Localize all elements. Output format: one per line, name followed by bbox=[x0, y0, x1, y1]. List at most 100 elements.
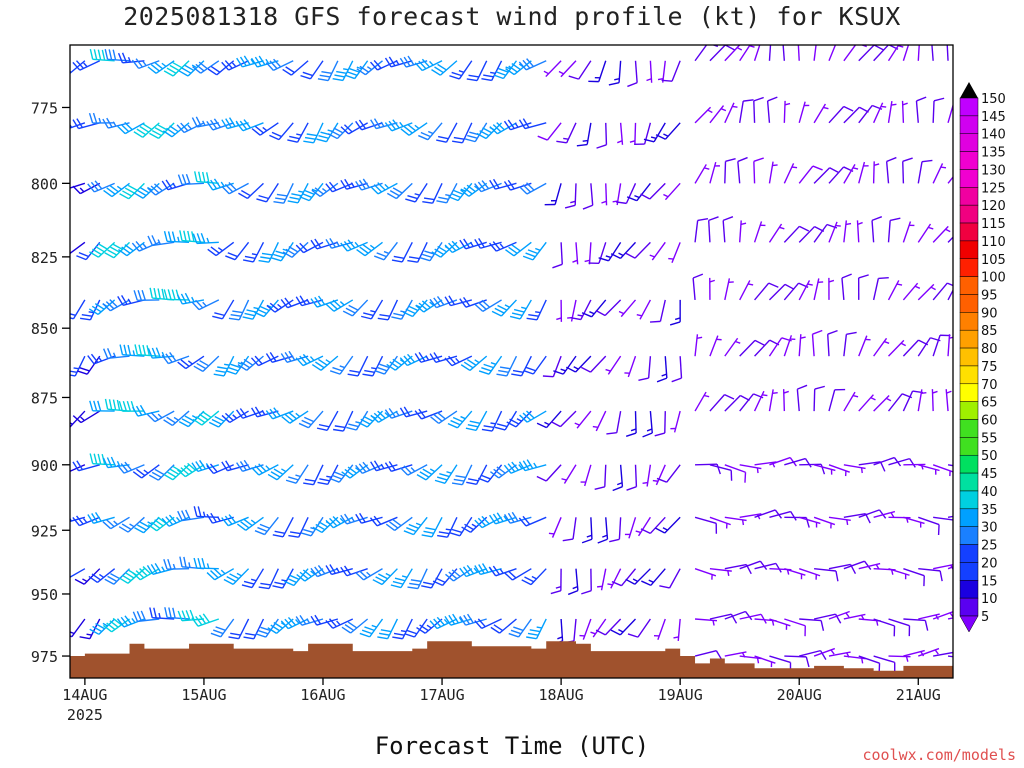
wind-barb bbox=[258, 568, 279, 590]
wind-barb bbox=[355, 119, 383, 131]
wind-barb bbox=[333, 410, 354, 432]
wind-barb bbox=[421, 568, 443, 589]
wind-barb bbox=[570, 299, 592, 321]
wind-barb bbox=[918, 567, 943, 582]
wind-barb bbox=[917, 159, 933, 184]
wind-barb bbox=[552, 242, 563, 269]
wind-barb bbox=[669, 299, 681, 326]
wind-barb bbox=[581, 517, 593, 544]
colorbar-label: 45 bbox=[981, 467, 998, 482]
colorbar-label: 145 bbox=[981, 110, 1006, 125]
wind-barb bbox=[739, 513, 762, 520]
wind-barb bbox=[148, 464, 175, 481]
colorbar-label: 5 bbox=[981, 610, 989, 625]
wind-barb bbox=[629, 122, 637, 145]
wind-barb bbox=[828, 277, 835, 300]
wind-barb bbox=[340, 239, 368, 252]
wind-barb bbox=[341, 464, 369, 479]
wind-barb bbox=[692, 273, 704, 300]
wind-barb bbox=[70, 299, 86, 320]
wind-barb bbox=[917, 223, 934, 243]
wind-barb bbox=[843, 464, 866, 474]
wind-barb bbox=[87, 511, 115, 525]
wind-barb bbox=[131, 58, 160, 70]
wind-barb bbox=[903, 568, 925, 587]
wind-barb bbox=[843, 391, 859, 412]
wind-barb bbox=[828, 388, 846, 412]
wind-barb bbox=[374, 355, 398, 375]
wind-barb bbox=[284, 568, 309, 587]
wind-barb bbox=[885, 156, 897, 184]
wind-barb bbox=[459, 613, 487, 626]
wind-barb bbox=[161, 352, 190, 365]
wind-barb bbox=[595, 299, 622, 317]
x-axis-title: Forecast Time (UTC) bbox=[374, 732, 650, 760]
colorbar-label: 65 bbox=[981, 396, 998, 411]
wind-barb bbox=[459, 238, 487, 250]
wind-barb bbox=[317, 464, 339, 486]
x-tick-label: 21AUG bbox=[896, 686, 941, 704]
wind-barb bbox=[506, 410, 532, 428]
wind-barb bbox=[641, 568, 666, 586]
wind-barb bbox=[558, 60, 577, 78]
wind-barb bbox=[434, 464, 458, 484]
colorbar-label: 50 bbox=[981, 449, 998, 464]
wind-barb bbox=[739, 280, 754, 301]
wind-barb bbox=[296, 568, 324, 582]
wind-barb bbox=[518, 58, 547, 71]
wind-barb bbox=[416, 464, 443, 481]
colorbar-swatch bbox=[959, 419, 979, 438]
wind-barb bbox=[646, 60, 653, 83]
wind-barb bbox=[447, 410, 473, 429]
wind-barb bbox=[659, 568, 681, 589]
wind-barb bbox=[610, 241, 637, 260]
wind-barb bbox=[235, 119, 264, 132]
wind-barb bbox=[768, 389, 778, 412]
wind-barb bbox=[784, 655, 810, 668]
wind-barb bbox=[738, 220, 747, 243]
wind-barb bbox=[370, 118, 398, 130]
wind-barb bbox=[118, 241, 145, 257]
wind-barb bbox=[594, 464, 607, 491]
wind-barb bbox=[503, 119, 532, 131]
wind-barb bbox=[543, 60, 562, 78]
wind-barb bbox=[147, 60, 175, 74]
wind-barb bbox=[117, 121, 145, 135]
wind-barb bbox=[225, 241, 250, 261]
colorbar-label: 90 bbox=[981, 306, 998, 321]
wind-barb bbox=[947, 103, 953, 124]
wind-barb bbox=[626, 182, 651, 202]
wind-barb bbox=[191, 613, 220, 627]
wind-barb bbox=[265, 58, 294, 71]
wind-barb bbox=[784, 457, 812, 468]
wind-barb bbox=[251, 463, 279, 476]
wind-barb bbox=[783, 335, 796, 357]
wind-barb bbox=[550, 568, 562, 595]
wind-barb bbox=[856, 220, 863, 243]
wind-barb bbox=[947, 236, 953, 243]
wind-barb bbox=[521, 568, 547, 586]
colorbar-label: 55 bbox=[981, 431, 998, 446]
wind-barb bbox=[70, 618, 86, 638]
wind-barb bbox=[612, 464, 624, 492]
wind-barb bbox=[873, 394, 892, 412]
wind-barb bbox=[918, 516, 940, 536]
wind-barb bbox=[404, 618, 428, 638]
wind-barb bbox=[242, 242, 265, 263]
wind-barb bbox=[132, 464, 160, 479]
wind-barb bbox=[798, 334, 806, 357]
wind-barb bbox=[72, 515, 101, 527]
wind-barb bbox=[612, 183, 622, 206]
wind-barb bbox=[300, 60, 324, 80]
wind-barb bbox=[325, 299, 354, 312]
wind-barb bbox=[694, 164, 710, 184]
wind-barb bbox=[310, 565, 339, 578]
wind-barb bbox=[799, 516, 821, 528]
wind-barb bbox=[828, 105, 854, 124]
colorbar-swatch bbox=[959, 526, 979, 545]
wind-barb bbox=[70, 60, 71, 62]
wind-barb bbox=[903, 649, 925, 657]
wind-barb bbox=[213, 355, 235, 377]
wind-barb bbox=[947, 288, 953, 301]
